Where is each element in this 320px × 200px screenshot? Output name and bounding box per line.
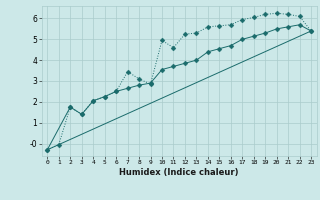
X-axis label: Humidex (Indice chaleur): Humidex (Indice chaleur) (119, 168, 239, 177)
